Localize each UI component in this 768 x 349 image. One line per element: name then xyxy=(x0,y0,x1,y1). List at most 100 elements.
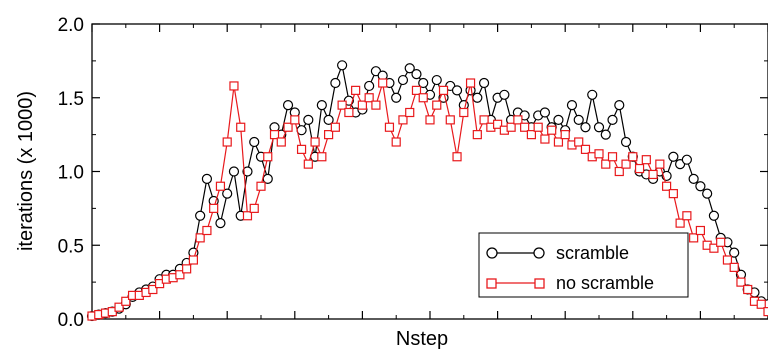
data-point-no-scramble xyxy=(148,284,158,295)
data-point-scramble xyxy=(303,114,314,125)
y-tick-label: 2.0 xyxy=(58,15,84,36)
data-point-scramble xyxy=(472,92,483,103)
data-point-no-scramble xyxy=(418,93,428,103)
data-point-no-scramble xyxy=(729,262,739,272)
legend-label-no-scramble: no scramble xyxy=(556,273,654,293)
legend-item-no-scramble: no scramble xyxy=(486,273,654,293)
y-tick-label: 1.0 xyxy=(58,163,84,184)
data-point-scramble xyxy=(580,122,591,133)
data-point-scramble xyxy=(553,114,564,125)
data-point-no-scramble xyxy=(743,284,753,295)
data-point-scramble xyxy=(702,188,713,199)
data-point-no-scramble xyxy=(351,85,361,95)
data-point-no-scramble xyxy=(452,152,462,162)
data-point-no-scramble xyxy=(763,307,768,317)
data-point-scramble xyxy=(729,247,740,258)
data-point-no-scramble xyxy=(547,125,557,135)
data-point-scramble xyxy=(614,100,625,111)
data-point-scramble xyxy=(539,107,551,118)
axis-ticks: 0.0 0.5 1.0 1.5 2.0 xyxy=(58,15,768,331)
data-point-scramble xyxy=(418,77,429,89)
data-point-no-scramble xyxy=(756,299,766,309)
legend-label-scramble: scramble xyxy=(556,243,629,263)
data-point-no-scramble xyxy=(553,137,564,147)
data-point-no-scramble xyxy=(540,134,550,144)
data-point-no-scramble xyxy=(357,100,367,110)
data-point-scramble xyxy=(499,89,510,100)
data-point-no-scramble xyxy=(398,115,408,125)
data-point-no-scramble xyxy=(465,78,476,88)
data-point-no-scramble xyxy=(229,81,239,91)
data-point-no-scramble xyxy=(628,152,638,162)
data-point-no-scramble xyxy=(580,144,591,154)
y-tick-label: 1.5 xyxy=(58,89,84,110)
data-point-no-scramble xyxy=(533,122,543,132)
data-point-no-scramble xyxy=(634,163,645,174)
data-point-no-scramble xyxy=(506,122,516,132)
series-layer xyxy=(86,60,768,322)
series-no-scramble xyxy=(87,78,768,321)
data-point-no-scramble xyxy=(459,107,469,118)
data-point-no-scramble xyxy=(222,137,232,147)
data-point-scramble xyxy=(451,85,463,96)
data-point-no-scramble xyxy=(121,296,131,306)
data-point-scramble xyxy=(566,100,578,111)
legend-square-marker-icon xyxy=(534,278,545,289)
data-point-no-scramble xyxy=(648,169,658,180)
data-point-no-scramble xyxy=(263,152,273,162)
data-point-no-scramble xyxy=(114,302,124,312)
data-point-no-scramble xyxy=(607,152,618,162)
data-point-no-scramble xyxy=(371,100,381,110)
data-point-scramble xyxy=(681,154,692,165)
legend-square-marker-icon xyxy=(486,278,497,289)
data-point-no-scramble xyxy=(384,122,395,132)
data-point-scramble xyxy=(397,74,409,86)
data-point-no-scramble xyxy=(689,233,699,243)
data-point-scramble xyxy=(330,77,341,89)
data-point-no-scramble xyxy=(195,233,205,243)
data-point-no-scramble xyxy=(269,130,280,140)
data-point-scramble xyxy=(600,129,611,140)
data-point-no-scramble xyxy=(526,130,537,140)
data-point-no-scramble xyxy=(296,144,307,154)
data-point-scramble xyxy=(573,114,584,125)
data-point-scramble xyxy=(688,173,699,184)
data-point-no-scramble xyxy=(621,159,631,169)
data-point-no-scramble xyxy=(364,93,374,103)
data-point-no-scramble xyxy=(641,155,651,165)
legend: scramble no scramble xyxy=(478,232,689,298)
data-point-no-scramble xyxy=(560,130,570,140)
data-point-scramble xyxy=(431,74,442,86)
y-axis-label: iterations (x 1000) xyxy=(15,91,37,251)
data-point-no-scramble xyxy=(182,264,192,274)
data-point-scramble xyxy=(282,100,294,111)
data-point-no-scramble xyxy=(276,137,286,147)
data-point-no-scramble xyxy=(405,107,415,118)
data-point-no-scramble xyxy=(594,149,604,159)
data-point-no-scramble xyxy=(675,218,685,228)
data-point-scramble xyxy=(249,136,260,148)
data-point-no-scramble xyxy=(378,78,388,88)
data-point-no-scramble xyxy=(249,203,259,213)
data-point-no-scramble xyxy=(317,152,327,162)
y-tick-label: 0.5 xyxy=(58,236,84,257)
data-point-no-scramble xyxy=(445,115,455,125)
data-point-scramble xyxy=(620,136,632,148)
data-point-scramble xyxy=(404,63,415,74)
data-point-no-scramble xyxy=(411,85,422,95)
data-point-scramble xyxy=(593,122,605,133)
data-point-scramble xyxy=(242,166,253,177)
data-point-no-scramble xyxy=(601,159,611,169)
data-point-no-scramble xyxy=(175,270,185,280)
data-point-scramble xyxy=(215,218,226,229)
data-point-no-scramble xyxy=(736,277,746,287)
y-tick-label: 0.0 xyxy=(58,310,84,331)
data-point-scramble xyxy=(222,188,233,199)
data-point-no-scramble xyxy=(614,166,624,177)
data-point-no-scramble xyxy=(310,137,320,147)
data-point-no-scramble xyxy=(330,122,340,132)
legend-box xyxy=(478,232,689,298)
data-point-no-scramble xyxy=(202,225,212,236)
data-point-no-scramble xyxy=(695,225,706,236)
